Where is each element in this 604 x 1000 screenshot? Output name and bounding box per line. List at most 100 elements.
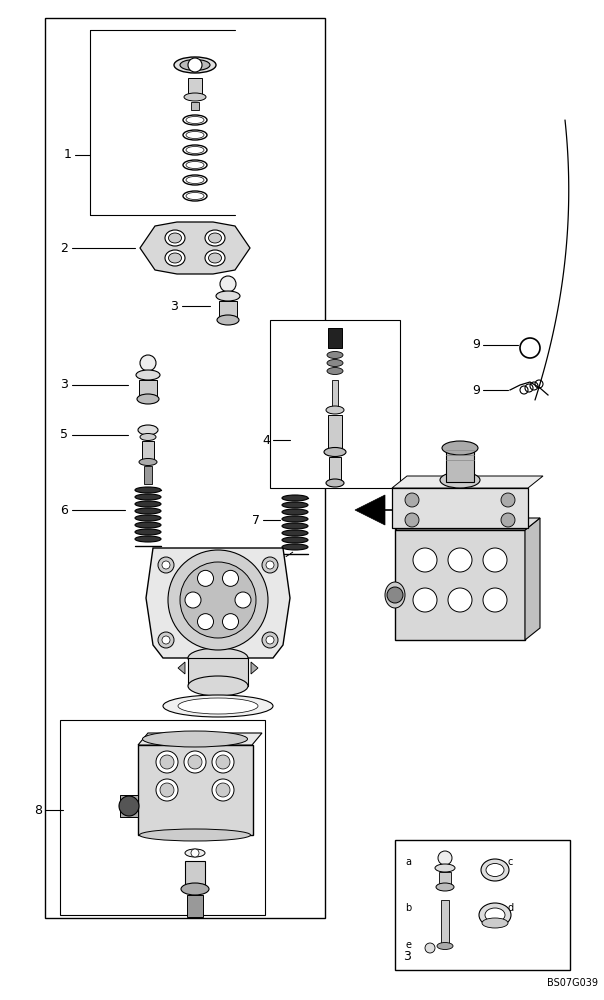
Ellipse shape [208, 233, 222, 243]
Ellipse shape [217, 315, 239, 325]
Bar [138, 745, 253, 835]
Ellipse shape [208, 253, 222, 263]
Bar [139, 380, 157, 398]
Bar [188, 658, 248, 686]
Polygon shape [251, 662, 258, 674]
Polygon shape [140, 222, 250, 274]
Bar [329, 457, 341, 482]
Circle shape [140, 355, 156, 371]
Ellipse shape [326, 406, 344, 414]
Ellipse shape [186, 146, 204, 153]
Circle shape [405, 513, 419, 527]
Ellipse shape [482, 918, 508, 928]
Ellipse shape [183, 191, 207, 201]
Ellipse shape [481, 859, 509, 881]
Ellipse shape [169, 233, 181, 243]
Ellipse shape [135, 522, 161, 528]
Ellipse shape [186, 116, 204, 123]
Ellipse shape [186, 131, 204, 138]
Ellipse shape [185, 849, 205, 857]
Ellipse shape [327, 367, 343, 374]
Circle shape [162, 636, 170, 644]
Ellipse shape [184, 93, 206, 101]
Circle shape [156, 779, 178, 801]
Text: 9: 9 [472, 338, 480, 352]
Bar [191, 102, 199, 110]
Circle shape [483, 588, 507, 612]
Bar [188, 78, 202, 96]
Ellipse shape [139, 458, 157, 466]
Ellipse shape [138, 425, 158, 435]
Text: e: e [405, 940, 411, 950]
Circle shape [191, 849, 199, 857]
Bar [441, 900, 449, 945]
Ellipse shape [282, 516, 308, 522]
Ellipse shape [282, 537, 308, 543]
Ellipse shape [165, 230, 185, 246]
Text: 1: 1 [64, 148, 72, 161]
Text: BS07G039: BS07G039 [547, 978, 598, 988]
Polygon shape [138, 733, 262, 745]
Ellipse shape [137, 394, 159, 404]
Ellipse shape [186, 176, 204, 184]
Polygon shape [392, 476, 543, 488]
Circle shape [158, 557, 174, 573]
Bar [332, 380, 338, 408]
Circle shape [501, 493, 515, 507]
Ellipse shape [135, 487, 161, 493]
Circle shape [438, 851, 452, 865]
Text: 8: 8 [34, 804, 42, 816]
Circle shape [266, 561, 274, 569]
Circle shape [184, 751, 206, 773]
Ellipse shape [205, 250, 225, 266]
Bar [219, 301, 237, 319]
Circle shape [160, 755, 174, 769]
Text: c: c [508, 857, 513, 867]
Ellipse shape [135, 494, 161, 500]
Circle shape [501, 513, 515, 527]
Circle shape [185, 592, 201, 608]
Bar [60, 720, 265, 915]
Ellipse shape [282, 502, 308, 508]
Ellipse shape [327, 352, 343, 359]
Circle shape [262, 557, 278, 573]
Polygon shape [525, 518, 540, 640]
Polygon shape [395, 518, 540, 530]
Ellipse shape [188, 648, 248, 668]
Circle shape [188, 58, 202, 72]
Circle shape [413, 588, 437, 612]
Circle shape [180, 562, 256, 638]
Polygon shape [178, 662, 185, 674]
Ellipse shape [282, 544, 308, 550]
Ellipse shape [135, 536, 161, 542]
Ellipse shape [169, 253, 181, 263]
Bar [142, 441, 154, 461]
Text: b: b [405, 903, 411, 913]
Ellipse shape [181, 883, 209, 895]
Circle shape [216, 783, 230, 797]
Ellipse shape [183, 175, 207, 185]
Ellipse shape [216, 291, 240, 301]
Circle shape [168, 550, 268, 650]
Ellipse shape [180, 60, 210, 70]
Ellipse shape [442, 441, 478, 455]
Bar [395, 530, 525, 640]
Circle shape [162, 561, 170, 569]
Ellipse shape [140, 829, 251, 841]
Ellipse shape [183, 130, 207, 140]
Ellipse shape [205, 230, 225, 246]
Text: 4: 4 [262, 434, 270, 446]
Bar [395, 840, 570, 970]
Circle shape [220, 276, 236, 292]
Ellipse shape [385, 582, 405, 608]
Circle shape [448, 588, 472, 612]
Circle shape [266, 636, 274, 644]
Bar [144, 466, 152, 484]
Ellipse shape [282, 523, 308, 529]
Bar [439, 872, 451, 886]
Ellipse shape [327, 360, 343, 366]
Circle shape [222, 570, 239, 586]
Circle shape [188, 755, 202, 769]
Ellipse shape [282, 495, 308, 501]
Circle shape [387, 587, 403, 603]
